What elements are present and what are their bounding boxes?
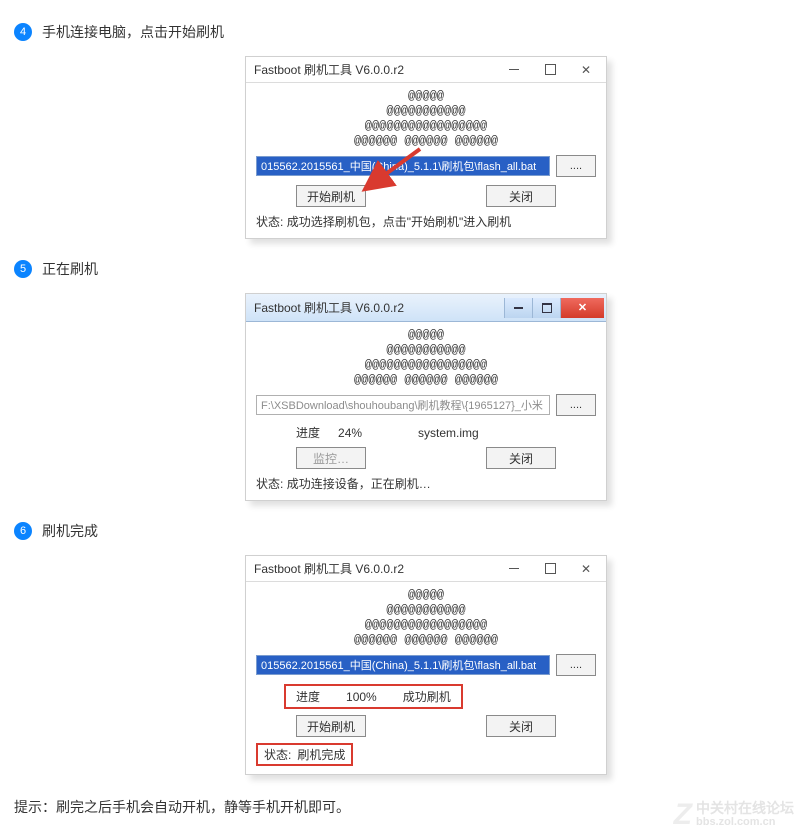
- window-buttons: [504, 298, 604, 318]
- step-badge: 5: [14, 260, 32, 278]
- window-title: Fastboot 刷机工具 V6.0.0.r2: [254, 299, 404, 316]
- minimize-button[interactable]: [504, 298, 532, 318]
- status-line: 状态: 成功选择刷机包，点击"开始刷机"进入刷机: [256, 213, 596, 230]
- path-row: 015562.2015561_中国(China)_5.1.1\刷机包\flash…: [256, 155, 596, 177]
- step-header-6: 6 刷机完成: [14, 521, 800, 541]
- titlebar: Fastboot 刷机工具 V6.0.0.r2: [246, 57, 606, 83]
- watermark-line1: 中关村在线论坛: [696, 801, 794, 816]
- monitor-button[interactable]: 监控…: [296, 447, 366, 469]
- ascii-logo: @@@@@ @@@@@@@@@@@ @@@@@@@@@@@@@@@@@ @@@@…: [256, 328, 596, 388]
- start-flash-button[interactable]: 开始刷机: [296, 715, 366, 737]
- status-text: 成功选择刷机包，点击"开始刷机"进入刷机: [287, 215, 512, 229]
- progress-row: 进度 24% system.img: [296, 424, 596, 441]
- browse-button[interactable]: ....: [556, 654, 596, 676]
- progress-file: system.img: [418, 426, 479, 440]
- titlebar: Fastboot 刷机工具 V6.0.0.r2: [246, 556, 606, 582]
- step-title: 正在刷机: [42, 259, 98, 279]
- watermark: Z 中关村在线论坛 bbs.zol.com.cn: [674, 798, 794, 831]
- step-title: 刷机完成: [42, 521, 98, 541]
- close-button[interactable]: 关闭: [486, 715, 556, 737]
- path-input[interactable]: F:\XSBDownload\shouhoubang\刷机教程\{1965127…: [256, 395, 550, 415]
- step-badge: 4: [14, 23, 32, 41]
- path-row: F:\XSBDownload\shouhoubang\刷机教程\{1965127…: [256, 394, 596, 416]
- path-row: 015562.2015561_中国(China)_5.1.1\刷机包\flash…: [256, 654, 596, 676]
- minimize-button[interactable]: [496, 60, 532, 80]
- status-label: 状态:: [256, 215, 283, 229]
- start-flash-button[interactable]: 开始刷机: [296, 185, 366, 207]
- maximize-button[interactable]: [532, 298, 560, 318]
- step-header-4: 4 手机连接电脑，点击开始刷机: [14, 22, 800, 42]
- watermark-line2: bbs.zol.com.cn: [696, 816, 794, 828]
- progress-label: 进度: [296, 688, 320, 705]
- status-label: 状态:: [264, 746, 291, 763]
- window-step5: Fastboot 刷机工具 V6.0.0.r2 @@@@@ @@@@@@@@@@…: [245, 293, 607, 501]
- close-window-button[interactable]: [568, 60, 604, 80]
- status-line: 状态: 刷机完成: [256, 743, 596, 766]
- watermark-logo: Z: [674, 798, 692, 831]
- button-row: 开始刷机 关闭: [256, 185, 596, 207]
- close-button[interactable]: 关闭: [486, 447, 556, 469]
- status-text: 刷机完成: [297, 746, 345, 763]
- browse-button[interactable]: ....: [556, 155, 596, 177]
- path-input[interactable]: 015562.2015561_中国(China)_5.1.1\刷机包\flash…: [256, 655, 550, 675]
- progress-value: 100%: [346, 690, 377, 704]
- titlebar: Fastboot 刷机工具 V6.0.0.r2: [246, 294, 606, 322]
- window-body: @@@@@ @@@@@@@@@@@ @@@@@@@@@@@@@@@@@ @@@@…: [246, 582, 606, 774]
- progress-result: 成功刷机: [403, 688, 451, 705]
- progress-label: 进度: [296, 424, 320, 441]
- status-label: 状态:: [256, 477, 283, 491]
- window-body: @@@@@ @@@@@@@@@@@ @@@@@@@@@@@@@@@@@ @@@@…: [246, 322, 606, 500]
- path-input[interactable]: 015562.2015561_中国(China)_5.1.1\刷机包\flash…: [256, 156, 550, 176]
- browse-button[interactable]: ....: [556, 394, 596, 416]
- button-row: 开始刷机 关闭: [256, 715, 596, 737]
- step-header-5: 5 正在刷机: [14, 259, 800, 279]
- step-title: 手机连接电脑，点击开始刷机: [42, 22, 224, 42]
- window-title: Fastboot 刷机工具 V6.0.0.r2: [254, 560, 404, 577]
- minimize-button[interactable]: [496, 559, 532, 579]
- window-buttons: [496, 559, 604, 579]
- status-line: 状态: 成功连接设备，正在刷机…: [256, 475, 596, 492]
- ascii-logo: @@@@@ @@@@@@@@@@@ @@@@@@@@@@@@@@@@@ @@@@…: [256, 588, 596, 648]
- progress-value: 24%: [338, 426, 362, 440]
- window-step4: Fastboot 刷机工具 V6.0.0.r2 @@@@@ @@@@@@@@@@…: [245, 56, 607, 239]
- maximize-button[interactable]: [532, 559, 568, 579]
- close-window-button[interactable]: [568, 559, 604, 579]
- ascii-logo: @@@@@ @@@@@@@@@@@ @@@@@@@@@@@@@@@@@ @@@@…: [256, 89, 596, 149]
- window-title: Fastboot 刷机工具 V6.0.0.r2: [254, 61, 404, 78]
- button-row: 监控… 关闭: [256, 447, 596, 469]
- status-text: 成功连接设备，正在刷机…: [287, 477, 431, 491]
- step-badge: 6: [14, 522, 32, 540]
- close-window-button[interactable]: [560, 298, 604, 318]
- window-body: @@@@@ @@@@@@@@@@@ @@@@@@@@@@@@@@@@@ @@@@…: [246, 83, 606, 238]
- close-button[interactable]: 关闭: [486, 185, 556, 207]
- window-buttons: [496, 60, 604, 80]
- window-step6: Fastboot 刷机工具 V6.0.0.r2 @@@@@ @@@@@@@@@@…: [245, 555, 607, 775]
- maximize-button[interactable]: [532, 60, 568, 80]
- progress-highlight: 进度 100% 成功刷机: [284, 684, 596, 709]
